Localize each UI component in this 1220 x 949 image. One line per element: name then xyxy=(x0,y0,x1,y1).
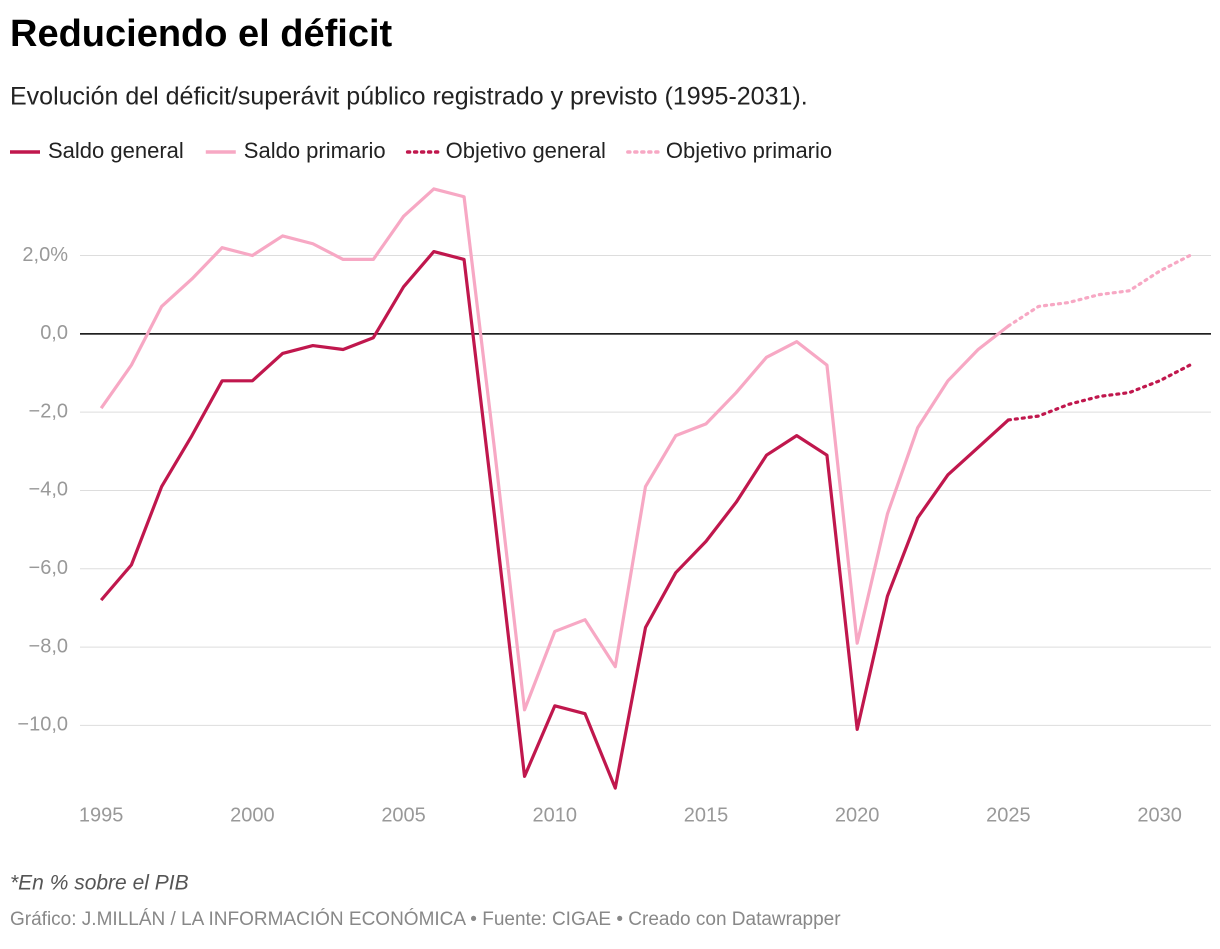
series-line xyxy=(1006,363,1192,422)
chart-title: Reduciendo el déficit xyxy=(10,13,393,55)
legend-label: Objetivo general xyxy=(446,138,606,163)
y-tick-label: −10,0 xyxy=(17,714,68,736)
series-line xyxy=(99,249,1010,790)
y-tick-label: −2,0 xyxy=(29,400,68,422)
y-tick-label: −4,0 xyxy=(29,479,68,501)
legend-label: Saldo primario xyxy=(244,138,386,163)
x-tick-label: 2025 xyxy=(986,804,1031,826)
x-tick-label: 2015 xyxy=(684,804,729,826)
y-tick-label: 0,0 xyxy=(40,322,68,344)
chart-subtitle: Evolución del déficit/superávit público … xyxy=(10,83,808,111)
legend-label: Objetivo primario xyxy=(666,138,832,163)
x-tick-label: 2010 xyxy=(533,804,578,826)
y-tick-label: −8,0 xyxy=(29,635,68,657)
x-tick-label: 2030 xyxy=(1137,804,1182,826)
source: Gráfico: J.MILLÁN / LA INFORMACIÓN ECONÓ… xyxy=(10,908,841,930)
series-line xyxy=(99,187,1010,712)
y-tick-label: 2,0% xyxy=(22,244,68,266)
legend-label: Saldo general xyxy=(48,138,184,163)
note: *En % sobre el PIB xyxy=(10,872,189,895)
x-tick-label: 2000 xyxy=(230,804,275,826)
series-line xyxy=(1006,253,1192,328)
y-tick-label: −6,0 xyxy=(29,557,68,579)
x-tick-label: 2020 xyxy=(835,804,880,826)
x-tick-label: 1995 xyxy=(79,804,124,826)
x-tick-label: 2005 xyxy=(381,804,426,826)
